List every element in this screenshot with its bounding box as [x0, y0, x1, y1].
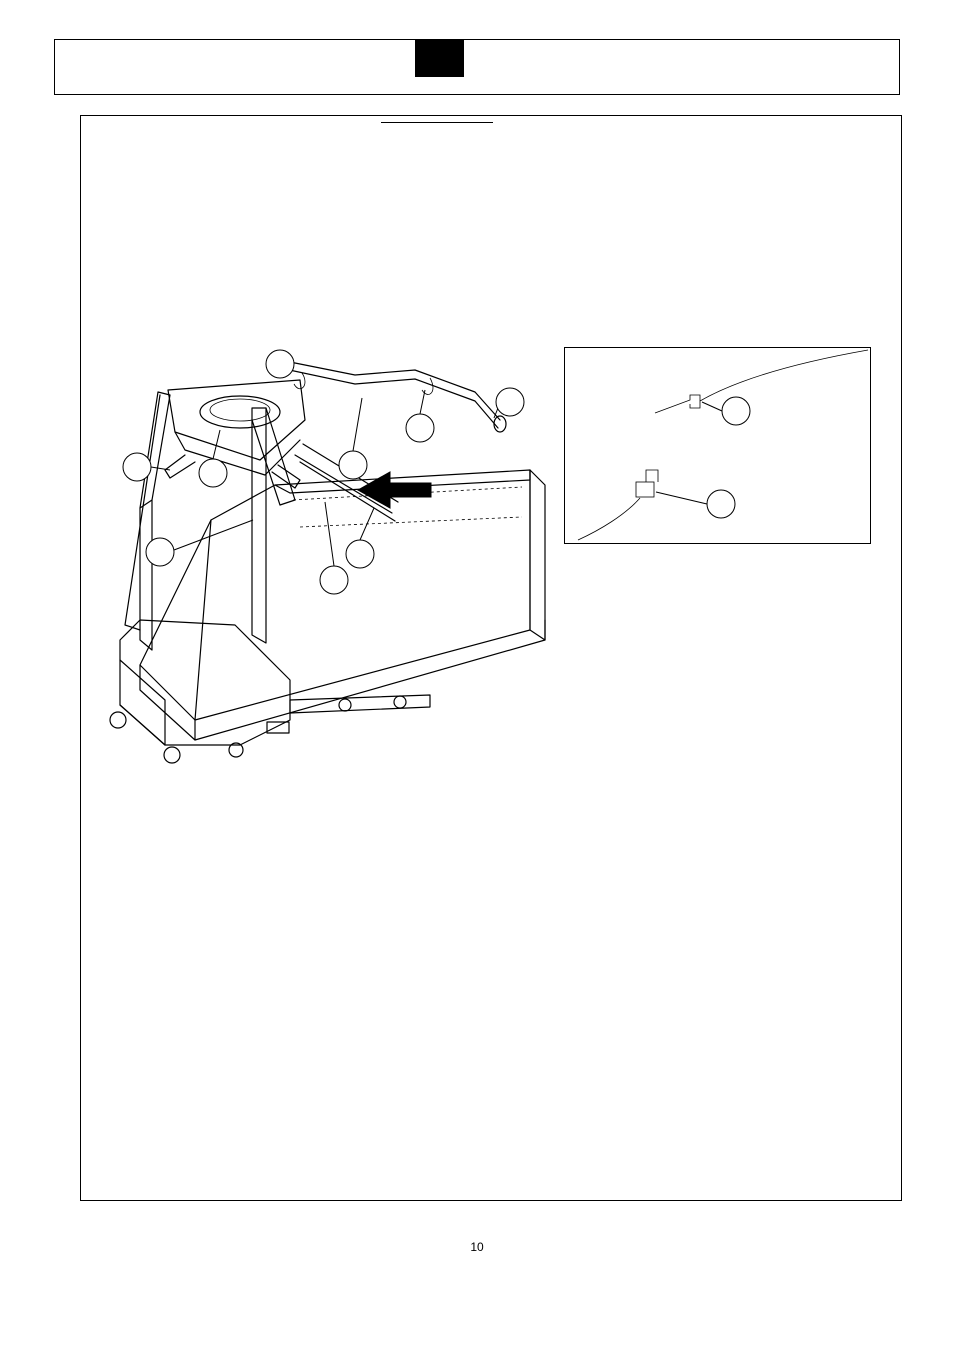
diagram-svg: [0, 0, 954, 1350]
page-number: 10: [0, 1240, 954, 1254]
page: 10: [0, 0, 954, 1350]
